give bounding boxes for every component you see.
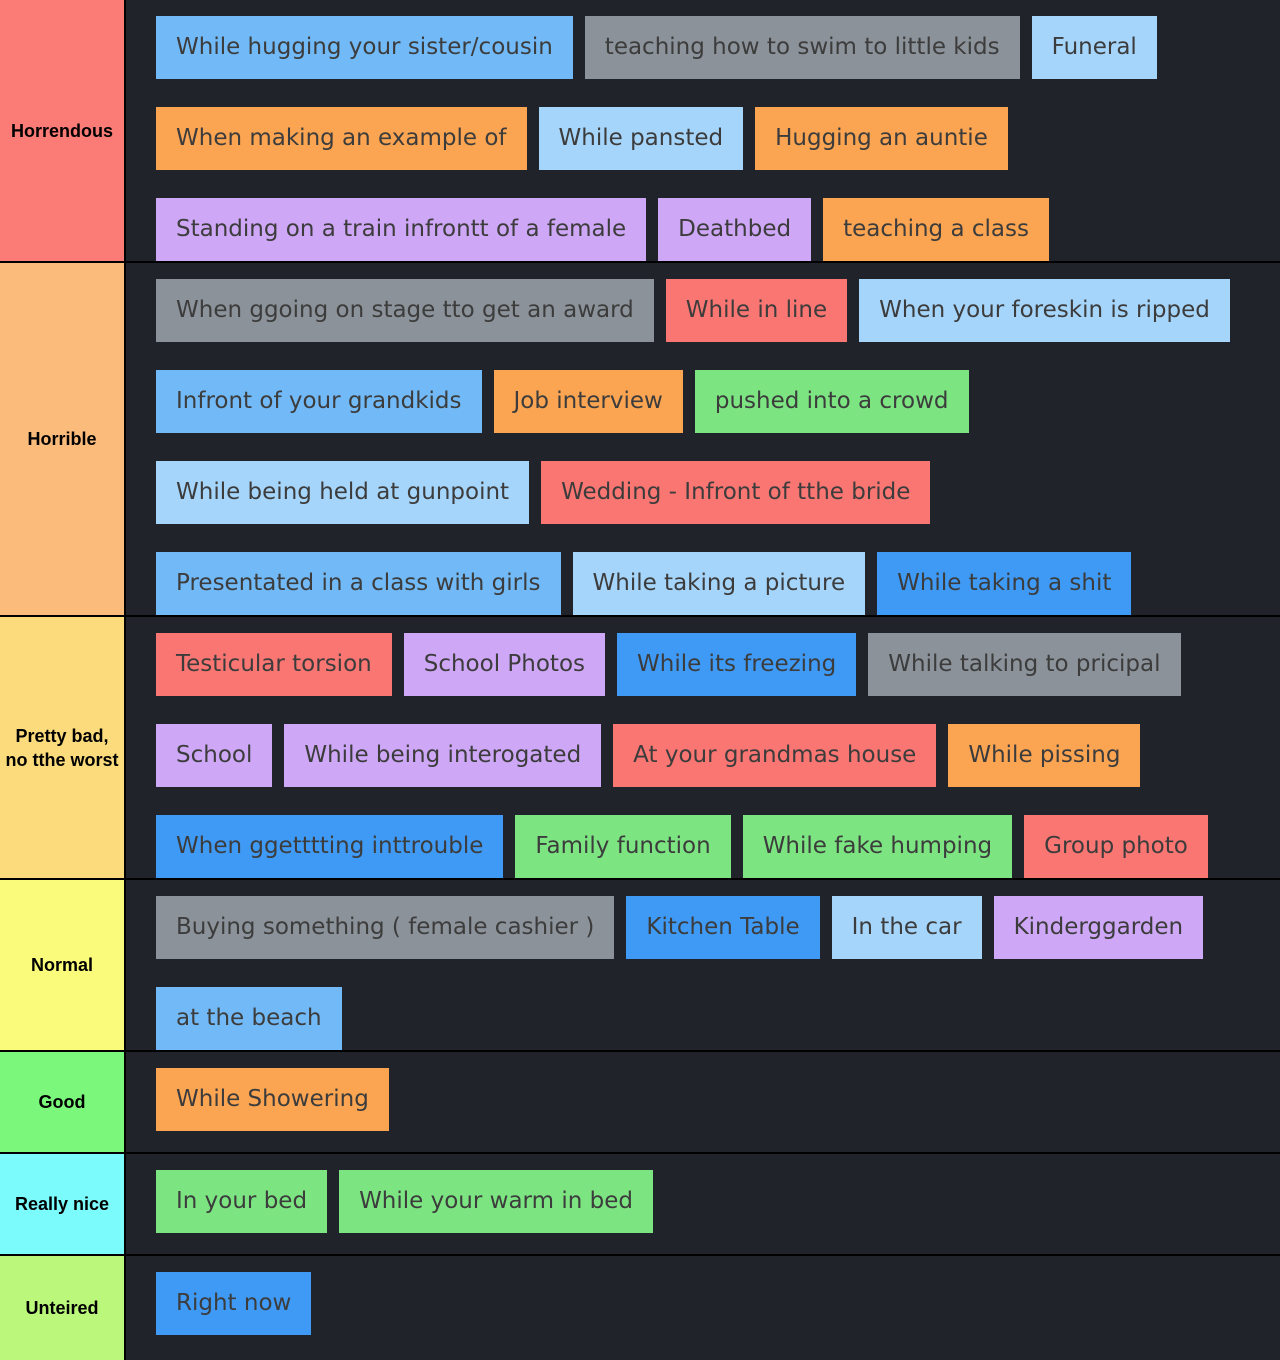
tier-item-card[interactable]: Deathbed <box>658 198 812 261</box>
tier-item-card[interactable]: at the beach <box>156 987 342 1050</box>
tier-item-card[interactable]: While being held at gunpoint <box>156 461 530 524</box>
tier-label[interactable]: Unteired <box>0 1256 124 1360</box>
tier-item-card[interactable]: Funeral <box>1031 16 1157 79</box>
tier-item-card[interactable]: Infront of your grandkids <box>156 370 482 433</box>
tier-item-card[interactable]: Group photo <box>1024 815 1208 878</box>
tier-item-card[interactable]: When making an example of <box>156 107 527 170</box>
tier-item-card[interactable]: While pissing <box>948 724 1141 787</box>
tier-item-card[interactable]: While in line <box>665 279 848 342</box>
tier-item-card[interactable]: While being interogated <box>284 724 602 787</box>
tier-item-card[interactable]: Wedding - Infront of tthe bride <box>541 461 931 524</box>
tier-label[interactable]: Pretty bad, no tthe worst <box>0 617 124 878</box>
tier-label[interactable]: Good <box>0 1052 124 1152</box>
tier-item-card[interactable]: Right now <box>156 1272 312 1335</box>
tier-item-card[interactable]: Hugging an auntie <box>755 107 1008 170</box>
tier-label[interactable]: Horrible <box>0 263 124 615</box>
tier-item-card[interactable]: While talking to pricipal <box>868 633 1181 696</box>
tier-item-card[interactable]: teaching how to swim to little kids <box>584 16 1020 79</box>
tier-items-area[interactable]: In your bed While your warm in bed <box>126 1154 1280 1254</box>
tier-row: Really nice In your bed While your warm in… <box>0 1154 1280 1256</box>
tier-item-card[interactable]: Buying something ( female cashier ) <box>156 896 615 959</box>
tier-item-card[interactable]: When ggoing on stage tto get an award <box>156 279 654 342</box>
tier-item-card[interactable]: When your foreskin is ripped <box>859 279 1230 342</box>
tier-item-card[interactable]: While fake humping <box>742 815 1013 878</box>
tier-row: Pretty bad, no tthe worst Testicular tors… <box>0 617 1280 880</box>
tier-item-card[interactable]: While hugging your sister/cousin <box>156 16 573 79</box>
tier-item-card[interactable]: pushed into a crowd <box>694 370 969 433</box>
tier-item-card[interactable]: While taking a picture <box>572 552 866 615</box>
tier-row: Horrible When ggoing on stage tto get an … <box>0 263 1280 617</box>
tier-items-area[interactable]: While hugging your sister/cousin teaching… <box>126 0 1280 261</box>
tier-items-area[interactable]: Right now <box>126 1256 1280 1360</box>
tier-item-card[interactable]: Job interview <box>493 370 683 433</box>
tier-label[interactable]: Normal <box>0 880 124 1050</box>
tier-row: Unteired Right now <box>0 1256 1280 1360</box>
tier-item-card[interactable]: Family function <box>515 815 731 878</box>
tier-item-card[interactable]: When ggetttting inttrouble <box>156 815 504 878</box>
tier-item-card[interactable]: Kitchen Table <box>626 896 820 959</box>
tier-label[interactable]: Horrendous <box>0 0 124 261</box>
tier-item-card[interactable]: Testicular torsion <box>156 633 392 696</box>
tier-item-card[interactable]: While its freezing <box>617 633 857 696</box>
tier-item-card[interactable]: Standing on a train infrontt of a female <box>156 198 647 261</box>
tier-item-card[interactable]: While pansted <box>538 107 744 170</box>
tier-item-card[interactable]: Kinderggarden <box>993 896 1204 959</box>
tier-item-card[interactable]: School Photos <box>403 633 605 696</box>
tier-item-card[interactable]: While taking a shit <box>877 552 1132 615</box>
tier-row: Horrendous While hugging your sister/cous… <box>0 0 1280 263</box>
tier-label[interactable]: Really nice <box>0 1154 124 1254</box>
tier-item-card[interactable]: While Showering <box>156 1068 389 1131</box>
tier-item-card[interactable]: School <box>156 724 273 787</box>
tier-items-area[interactable]: Buying something ( female cashier ) Kitch… <box>126 880 1280 1050</box>
tier-item-card[interactable]: In your bed <box>156 1170 328 1233</box>
tier-item-card[interactable]: At your grandmas house <box>613 724 937 787</box>
tier-row: Good While Showering <box>0 1052 1280 1154</box>
tier-items-area[interactable]: While Showering <box>126 1052 1280 1152</box>
tier-items-area[interactable]: Testicular torsion School Photos While its… <box>126 617 1280 878</box>
tier-item-card[interactable]: While your warm in bed <box>339 1170 653 1233</box>
tier-items-area[interactable]: When ggoing on stage tto get an award Whi… <box>126 263 1280 615</box>
tier-item-card[interactable]: Presentated in a class with girls <box>156 552 561 615</box>
tier-item-card[interactable]: teaching a class <box>823 198 1049 261</box>
tier-row: Normal Buying something ( female cashier … <box>0 880 1280 1052</box>
tier-item-card[interactable]: In the car <box>831 896 982 959</box>
